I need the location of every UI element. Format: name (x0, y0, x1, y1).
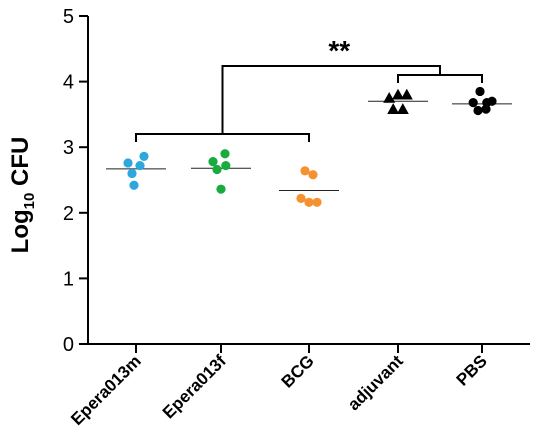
x-tick-label: PBS (453, 351, 491, 389)
y-tick-label: 4 (63, 72, 74, 94)
y-axis-label-subscript: 10 (21, 193, 38, 210)
bracket-control (397, 74, 483, 83)
data-point (135, 160, 145, 171)
data-point (473, 105, 483, 116)
data-point (475, 86, 485, 97)
data-point (208, 157, 218, 167)
significance-label: ** (328, 35, 350, 66)
data-point (300, 166, 310, 176)
bracket-comparison (221, 65, 441, 134)
data-point (216, 184, 226, 194)
data-point (308, 170, 318, 180)
data-point (221, 160, 231, 171)
y-tick-label: 5 (63, 6, 74, 28)
data-point (212, 164, 222, 175)
data-point (129, 180, 139, 190)
data-point-triangle (396, 103, 409, 114)
y-tick-label: 3 (63, 137, 74, 159)
y-tick-label: 0 (63, 334, 74, 356)
data-point (139, 151, 149, 161)
data-point-triangle (383, 92, 396, 103)
axes: 0 1 2 3 4 5 Epera013m Epera013f BCG adjuvant PBS (63, 6, 530, 429)
data-point (468, 97, 478, 108)
data-point (127, 168, 137, 179)
x-tick-label: BCG (278, 351, 318, 391)
data-point-triangle (400, 88, 413, 100)
y-tick-label: 1 (63, 268, 74, 290)
bracket-treated (135, 133, 310, 142)
x-tick-label: Epera013m (67, 351, 145, 429)
data-point (123, 158, 133, 168)
x-tick-label: adjuvant (344, 351, 407, 414)
y-axis-label-tail: CFU (7, 137, 34, 193)
data-point-triangle (387, 103, 400, 114)
x-tick-label: Epera013f (159, 351, 230, 422)
data-point (312, 197, 322, 207)
y-axis-label: Log10 CFU (7, 137, 38, 254)
data-point (304, 197, 314, 207)
data-marks (106, 86, 512, 207)
data-point (481, 104, 491, 114)
y-tick-label: 2 (63, 203, 74, 225)
data-point (487, 96, 497, 106)
significance-annotation: ** (135, 35, 483, 142)
data-point (296, 193, 306, 203)
data-point-triangle (392, 88, 404, 100)
data-point (220, 149, 230, 159)
